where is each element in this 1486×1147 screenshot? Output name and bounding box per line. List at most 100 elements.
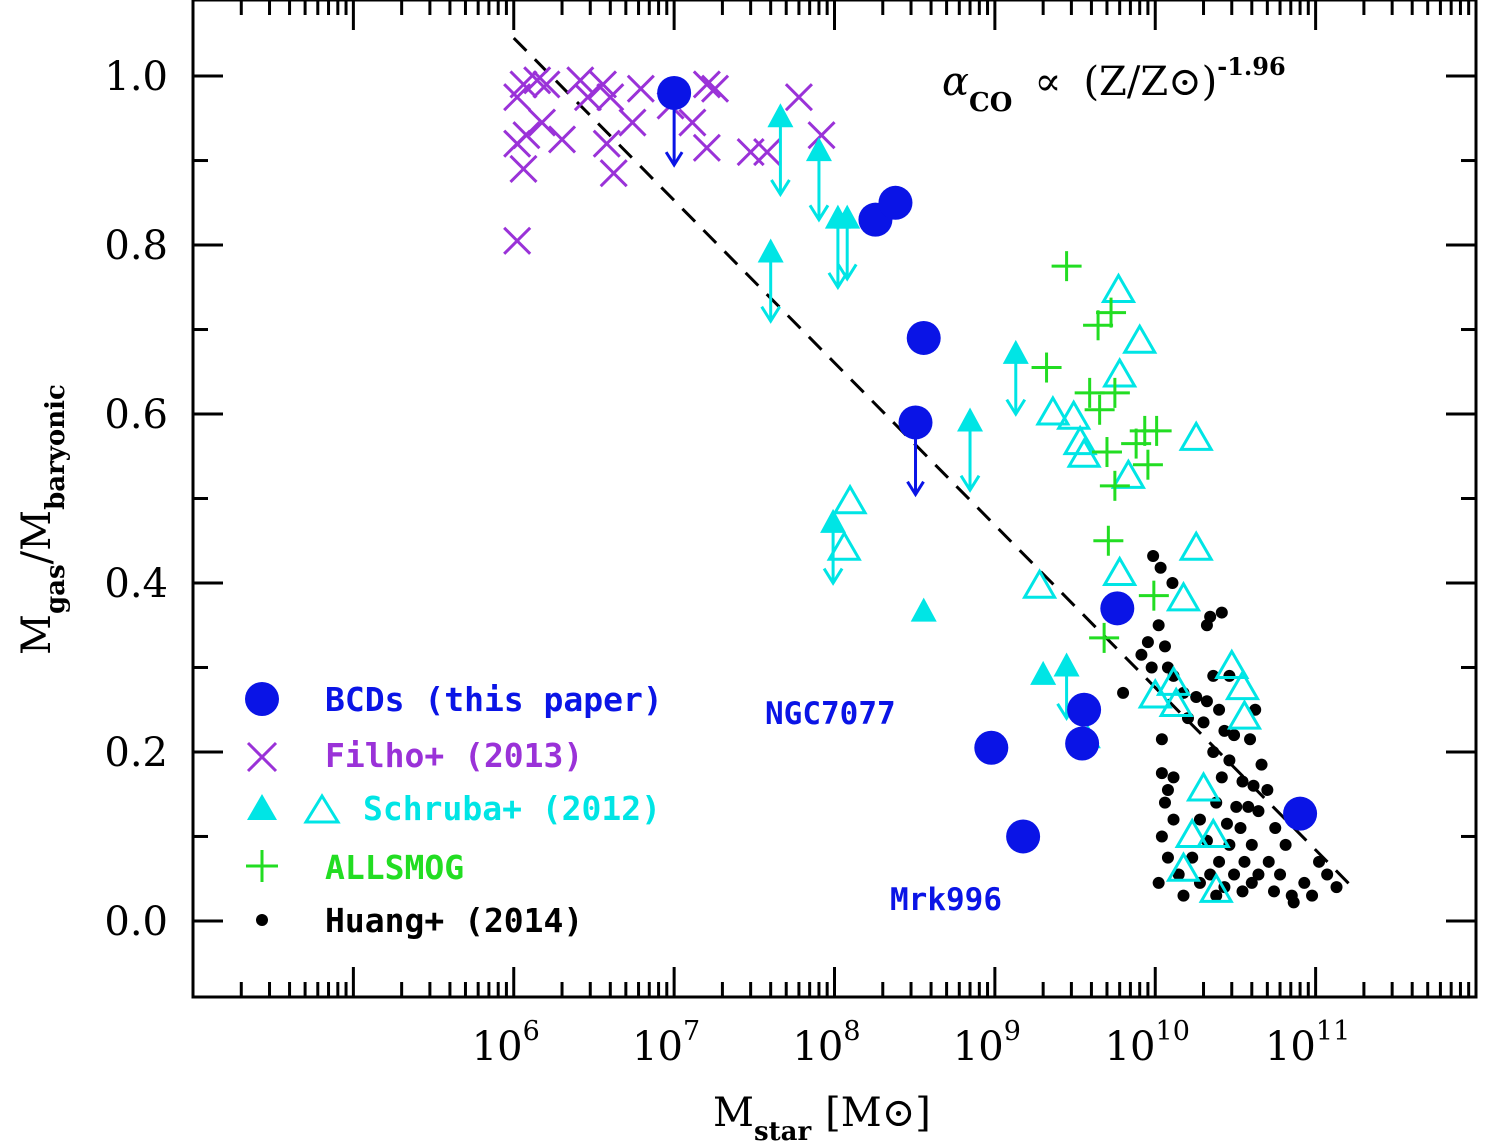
huang-point	[1220, 817, 1233, 830]
huang-point	[1200, 695, 1213, 708]
x-tick-label: 108	[792, 1016, 860, 1070]
filho-point-stroke	[566, 66, 595, 95]
limit-arrow	[827, 219, 849, 291]
huang-point	[1228, 868, 1241, 881]
huang-point	[1228, 729, 1241, 742]
filho-point-stroke	[527, 108, 557, 137]
huang-point	[1193, 876, 1206, 889]
legend-label-bcds: BCDs (this paper)	[325, 680, 663, 719]
huang-point	[1155, 830, 1168, 843]
schruba-filled-point	[767, 103, 794, 128]
schruba-open-point	[1226, 699, 1263, 730]
huang-point	[1167, 771, 1180, 784]
y-axis-title-sub1: gas	[41, 564, 71, 614]
legend-label-schruba: Schruba+ (2012)	[363, 789, 661, 828]
huang-point	[1306, 889, 1319, 902]
allsmog-point	[1096, 297, 1127, 328]
bcd-point	[1006, 819, 1041, 854]
axis-ticks	[193, 0, 1476, 997]
filho-point	[566, 66, 595, 95]
huang-point	[1330, 881, 1343, 894]
x-axis-title-unit: [M	[825, 1090, 882, 1136]
huang-point	[1313, 855, 1326, 868]
huang-point	[1279, 838, 1292, 851]
formula-close: )	[1202, 59, 1218, 105]
allsmog-point	[1141, 415, 1172, 446]
limit-arrow-head	[822, 567, 844, 586]
x-tick-label: 1011	[1265, 1016, 1350, 1070]
huang-point	[1215, 606, 1228, 619]
filho-point	[532, 70, 561, 99]
x-tick-label: 106	[472, 1016, 540, 1070]
filho-point-stroke	[588, 70, 618, 99]
huang-point	[1161, 851, 1174, 864]
huang-point	[1172, 868, 1185, 881]
filho-point	[512, 121, 541, 150]
y-tick-label: 0.6	[104, 392, 168, 438]
huang-point	[1245, 876, 1258, 889]
filho-point	[626, 74, 655, 103]
limit-arrow-head	[808, 204, 830, 223]
allsmog-point	[1091, 437, 1122, 468]
schruba-open-point	[1178, 530, 1214, 561]
huang-point	[1152, 876, 1165, 889]
y-tick-label: 1.0	[104, 54, 168, 100]
filho-point	[547, 125, 577, 154]
filho-point	[807, 121, 836, 150]
huang-point	[1242, 800, 1255, 813]
huang-point	[1204, 868, 1217, 881]
bcd-point	[1065, 726, 1100, 761]
huang-point	[1155, 733, 1168, 746]
schruba-open-point	[1195, 817, 1231, 848]
huang-point	[1252, 805, 1265, 818]
x-tick-mantissa: 10	[632, 1024, 683, 1070]
schruba-open-point	[1165, 851, 1202, 882]
huang-point	[1152, 619, 1165, 632]
huang-point	[1117, 686, 1130, 699]
limit-arrow	[822, 523, 844, 586]
huang-point	[1186, 851, 1199, 864]
huang-point	[1155, 767, 1168, 780]
filho-point	[701, 74, 730, 103]
x-tick-exponent: 8	[843, 1016, 860, 1047]
legend-marker-schruba-open	[303, 793, 341, 824]
huang-point	[1255, 758, 1268, 771]
x-axis-title-unit-close: ]	[915, 1090, 931, 1136]
huang-point	[1244, 733, 1257, 746]
huang-point	[1197, 716, 1210, 729]
schruba-open-point	[1158, 686, 1194, 718]
y-tick-label: 0.4	[104, 561, 168, 607]
bcd-point	[657, 75, 692, 110]
data-markers	[503, 66, 1343, 909]
schruba-open-point	[826, 530, 862, 561]
x-tick-label: 107	[632, 1016, 700, 1070]
huang-point	[1145, 661, 1158, 674]
allsmog-point	[1121, 428, 1152, 459]
filho-point	[753, 138, 782, 167]
x-tick-exponent: 7	[683, 1016, 700, 1047]
formula-sun: ⊙	[1168, 59, 1202, 105]
filho-point	[618, 108, 647, 137]
huang-point	[1213, 855, 1226, 868]
x-tick-mantissa: 10	[1265, 1024, 1316, 1070]
huang-point	[1236, 885, 1249, 898]
huang-point	[1190, 691, 1203, 704]
huang-point	[1230, 800, 1243, 813]
huang-point	[1177, 889, 1190, 902]
allsmog-point	[1093, 525, 1124, 556]
x-tick-exponent: 10	[1156, 1016, 1190, 1047]
filho-point-stroke	[701, 74, 730, 103]
schruba-open-point	[1100, 272, 1137, 303]
bcd-point	[1067, 692, 1102, 727]
y-axis-title-main: M	[14, 614, 60, 655]
schruba-open-point	[1021, 568, 1058, 599]
filho-point	[592, 129, 621, 158]
filho-point	[678, 108, 707, 137]
schruba-open-point	[1062, 424, 1098, 456]
bcd-point	[1283, 796, 1318, 831]
bcd-point	[974, 730, 1009, 765]
x-tick-mantissa: 10	[953, 1024, 1004, 1070]
limit-arrow-head	[906, 480, 925, 498]
